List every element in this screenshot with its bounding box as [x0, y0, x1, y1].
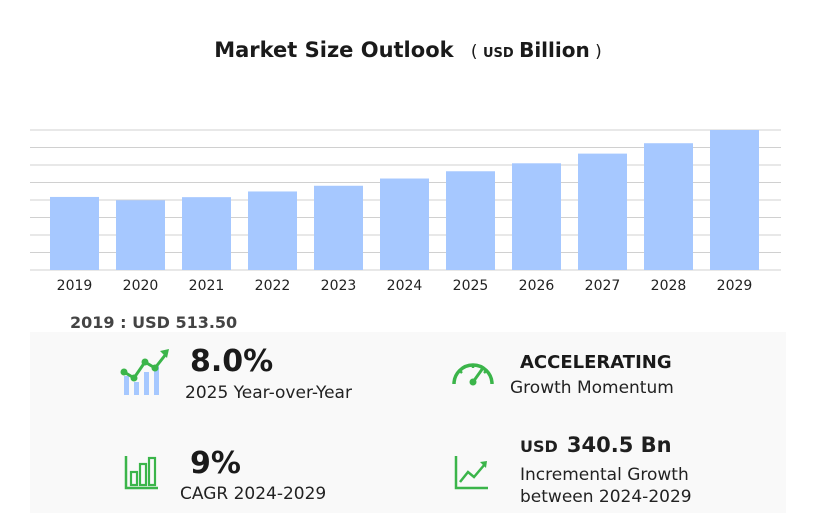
bar-2027 — [578, 153, 627, 270]
x-tick-label: 2023 — [321, 278, 357, 294]
bar-2023 — [314, 185, 363, 270]
x-tick-label: 2027 — [585, 278, 621, 294]
metrics-panel: 8.0% 2025 Year-over-Year ACCELERATING Gr… — [30, 332, 786, 513]
momentum-value: ACCELERATING — [520, 352, 672, 373]
bar-chart: 2019 2020 2021 2022 2023 2024 2025 2026 2027 2028… — [30, 129, 781, 294]
incremental-label-1: Incremental Growth — [520, 465, 689, 485]
incremental-unit: USD — [520, 437, 558, 456]
bar-2024 — [380, 178, 429, 270]
bar-2029 — [710, 130, 759, 270]
close-paren: ) — [595, 42, 602, 62]
x-tick-label: 2025 — [453, 278, 489, 294]
x-tick-label: 2029 — [717, 278, 753, 294]
speedometer-icon — [452, 363, 494, 386]
chart-title-unit: ( USD Billion ) — [470, 38, 602, 62]
chart-title-main: Market Size Outlook — [214, 38, 454, 62]
base-year-value: 2019 : USD 513.50 — [70, 313, 238, 332]
bar-chart-icon — [124, 456, 158, 490]
cagr-label: CAGR 2024-2029 — [180, 484, 327, 504]
bar-2028 — [644, 143, 693, 270]
bar-2019 — [50, 196, 99, 270]
cagr-value: 9% — [190, 446, 241, 481]
bar-2025 — [446, 171, 495, 270]
x-tick-label: 2022 — [255, 278, 291, 294]
momentum-label: Growth Momentum — [510, 378, 674, 398]
chart-title: Market Size Outlook ( USD Billion ) — [0, 38, 816, 62]
bar-2020 — [116, 200, 165, 270]
x-tick-label: 2028 — [651, 278, 687, 294]
bar-2026 — [512, 163, 561, 270]
bar-2021 — [182, 197, 231, 270]
incremental-label-2: between 2024-2029 — [520, 487, 692, 507]
x-tick-label: 2024 — [387, 278, 423, 294]
yoy-value: 8.0% — [190, 344, 274, 379]
x-tick-label: 2026 — [519, 278, 555, 294]
yoy-label: 2025 Year-over-Year — [185, 383, 352, 403]
x-tick-label: 2020 — [123, 278, 159, 294]
growth-chart-icon — [120, 349, 169, 395]
x-tick-label: 2021 — [189, 278, 225, 294]
bar-2022 — [248, 191, 297, 270]
trend-line-icon — [454, 456, 488, 490]
open-paren: ( — [470, 42, 478, 62]
unit-small: USD — [482, 46, 514, 61]
x-tick-label: 2019 — [57, 278, 93, 294]
unit-big: Billion — [519, 38, 590, 62]
incremental-value: USD 340.5 Bn — [520, 433, 672, 457]
incremental-amount: 340.5 Bn — [566, 433, 672, 457]
